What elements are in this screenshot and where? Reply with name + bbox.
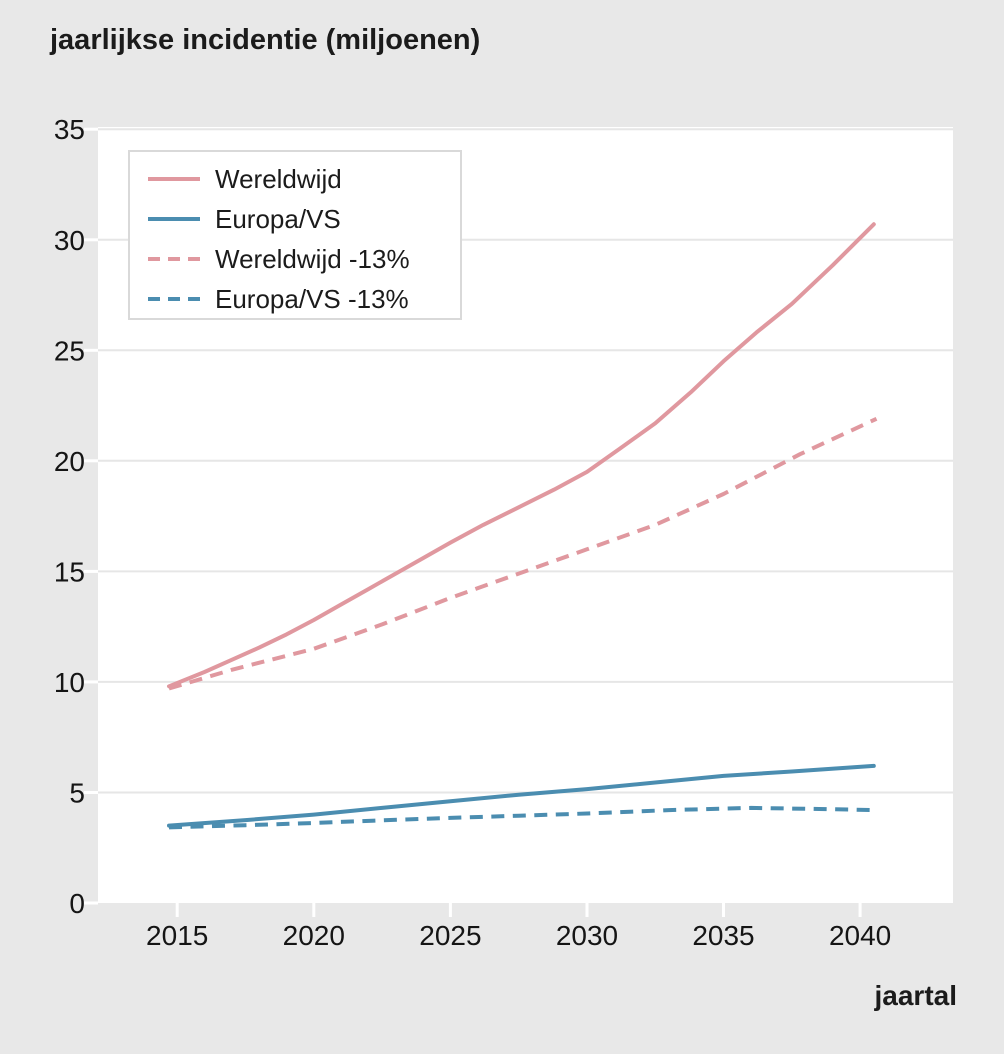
x-tick-label-2040: 2040 xyxy=(829,920,891,951)
y-tick-label-35: 35 xyxy=(54,114,85,145)
x-tick-label-2015: 2015 xyxy=(146,920,208,951)
y-tick-label-10: 10 xyxy=(54,667,85,698)
legend-item-europa-vs-min13: Europa/VS -13% xyxy=(130,279,460,319)
legend-swatch-europa-vs-line xyxy=(148,217,200,221)
y-tick-label-5: 5 xyxy=(69,777,85,808)
x-axis-title: jaartal xyxy=(874,980,958,1011)
legend-label: Wereldwijd xyxy=(215,163,342,194)
legend-item-wereldwijd-min13: Wereldwijd -13% xyxy=(130,239,460,279)
y-tick-label-15: 15 xyxy=(54,556,85,587)
chart-title: jaarlijkse incidentie (miljoenen) xyxy=(50,24,481,56)
legend-swatch-wereldwijd-line xyxy=(148,177,200,181)
series-line-europa-vs xyxy=(167,763,876,828)
legend-item-europa-vs: Europa/VS xyxy=(130,199,460,239)
legend-swatch-wereldwijd-min13-line xyxy=(148,257,200,261)
axis-ticks xyxy=(84,127,862,917)
x-tick-label-2030: 2030 xyxy=(556,920,618,951)
series-line-wereldwijd-13- xyxy=(168,416,878,691)
legend-label: Europa/VS xyxy=(215,203,341,234)
series-lines xyxy=(167,222,878,830)
x-tick-label-2020: 2020 xyxy=(283,920,345,951)
x-tick-label-2025: 2025 xyxy=(419,920,481,951)
legend-label: Europa/VS -13% xyxy=(215,283,409,314)
y-tick-label-20: 20 xyxy=(54,446,85,477)
y-tick-label-0: 0 xyxy=(69,888,85,919)
x-tick-label-2035: 2035 xyxy=(692,920,754,951)
legend-swatch-europa-vs-min13-line xyxy=(148,297,200,301)
series-line-europa-vs-13- xyxy=(168,805,877,830)
series-line-wereldwijd xyxy=(167,222,876,689)
y-tick-label-30: 30 xyxy=(54,225,85,256)
legend-item-wereldwijd: Wereldwijd xyxy=(130,159,460,199)
legend: Wereldwijd Europa/VS Wereldwijd -13% Eur… xyxy=(128,150,462,320)
y-tick-label-25: 25 xyxy=(54,335,85,366)
legend-label: Wereldwijd -13% xyxy=(215,243,410,274)
